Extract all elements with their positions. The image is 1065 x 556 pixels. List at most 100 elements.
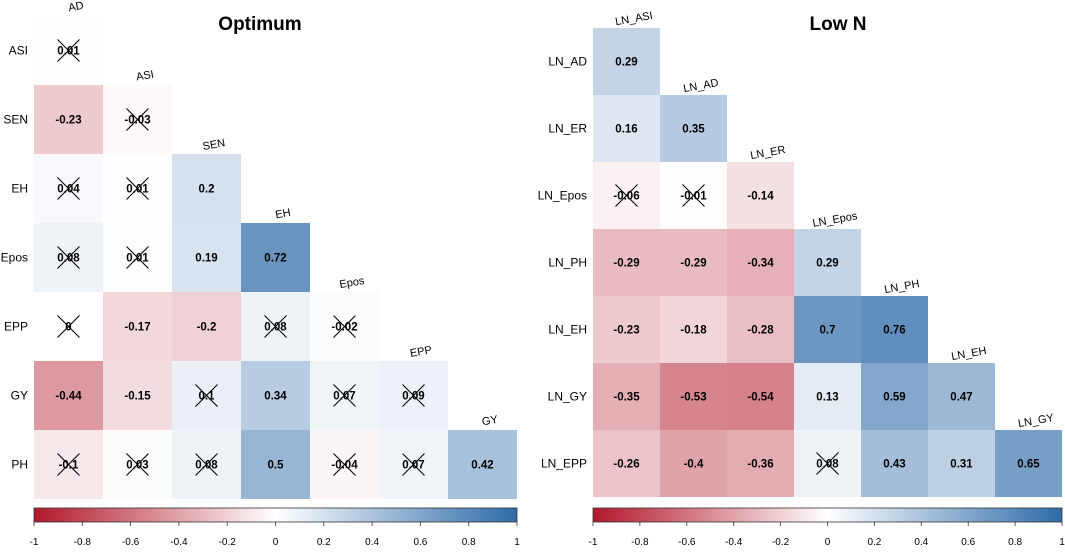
chart-title: Low N (810, 14, 867, 35)
column-label: AD (67, 0, 84, 14)
colorbar-tick-label: -0.4 (170, 537, 188, 548)
chart-title: Optimum (218, 14, 301, 35)
non-significant-cross-icon (126, 177, 149, 200)
colorbar-tick-label: 0.8 (1008, 537, 1022, 548)
heatmap-cell (928, 430, 995, 497)
non-significant-cross-icon (126, 246, 149, 269)
row-label: PH (11, 458, 28, 472)
heatmap-cell (34, 85, 103, 154)
row-label: Epos (1, 251, 28, 265)
cell-value-label: 0.65 (1017, 459, 1040, 471)
cell-value-label: -0.53 (680, 392, 706, 404)
heatmap-cell (660, 296, 727, 363)
heatmap-cell (172, 223, 241, 292)
non-significant-cross-icon (57, 39, 80, 62)
column-label: LN_PH (883, 278, 920, 296)
non-significant-cross-icon (195, 384, 218, 407)
cell-value-label: 0.72 (264, 253, 286, 265)
non-significant-cross-icon (126, 108, 149, 131)
cell-value-label: -0.2 (197, 322, 217, 334)
heatmap-cell (727, 363, 794, 430)
cell-value-label: 0.5 (268, 460, 285, 472)
cell-value-label: -0.44 (55, 391, 82, 403)
cell-value-label: 0.16 (615, 124, 637, 136)
cell-value-label: 0.13 (816, 392, 838, 404)
heatmap-cell (34, 361, 103, 430)
column-label: EPP (409, 344, 433, 360)
non-significant-cross-icon (333, 315, 356, 338)
colorbar-tick-label: -1 (589, 537, 598, 548)
heatmap-cell (794, 363, 861, 430)
colorbar-tick-label: -0.2 (772, 537, 790, 548)
row-label: LN_EPP (541, 457, 587, 471)
cell-value-label: 0.7 (820, 325, 836, 337)
column-label: SEN (202, 137, 226, 153)
heatmap-cell (103, 361, 172, 430)
cell-value-label: 0.29 (816, 258, 838, 270)
colorbar-tick-label: -0.6 (122, 537, 140, 548)
cell-value-label: 0.09 (402, 391, 424, 403)
heatmap-cell (861, 430, 928, 497)
column-label: LN_AD (682, 77, 719, 95)
row-label: LN_EH (548, 323, 587, 337)
heatmap-cell (928, 363, 995, 430)
row-label: LN_PH (548, 256, 587, 270)
cell-value-label: -0.15 (124, 391, 151, 403)
row-label: LN_Epos (538, 189, 587, 203)
non-significant-cross-icon (615, 184, 638, 207)
heatmap-cell (727, 430, 794, 497)
column-label: ASI (135, 69, 155, 84)
colorbar-tick-label: 0 (825, 537, 831, 548)
colorbar-tick-label: 0 (273, 537, 279, 548)
cell-value-label: -0.35 (613, 392, 640, 404)
heatmap-cell (727, 229, 794, 296)
cell-value-label: -0.18 (680, 325, 707, 337)
row-label: SEN (3, 113, 28, 127)
heatmap-cell (995, 430, 1062, 497)
row-label: LN_GY (548, 390, 587, 404)
heatmap-cell (660, 229, 727, 296)
column-label: LN_GY (1017, 412, 1055, 430)
cell-value-label: -0.06 (613, 191, 639, 203)
heatmap-cell (593, 430, 660, 497)
non-significant-cross-icon (57, 177, 80, 200)
colorbar-tick-label: 0.8 (462, 537, 476, 548)
cell-value-label: -0.54 (747, 392, 774, 404)
heatmap-cell (172, 292, 241, 361)
colorbar-tick-label: -0.6 (678, 537, 696, 548)
cell-value-label: -0.29 (613, 258, 639, 270)
heatmap-cell (103, 292, 172, 361)
row-label: EPP (4, 320, 28, 334)
heatmap-cell (794, 296, 861, 363)
non-significant-cross-icon (126, 453, 149, 476)
colorbar-tick-label: 0.4 (914, 537, 928, 548)
colorbar-tick-label: -0.2 (219, 537, 237, 548)
cell-value-label: -0.29 (680, 258, 706, 270)
heatmap-cell (861, 296, 928, 363)
colorbar-tick-label: 0.4 (365, 537, 379, 548)
cell-value-label: 0.03 (126, 460, 148, 472)
heatmap-cell (593, 229, 660, 296)
heatmap-cell (861, 363, 928, 430)
colorbar-tick-label: 1 (514, 537, 520, 548)
heatmap-cell (660, 430, 727, 497)
cell-value-label: 0.35 (682, 124, 705, 136)
heatmap-cell (448, 430, 517, 499)
non-significant-cross-icon (195, 453, 218, 476)
cell-value-label: 0.07 (333, 391, 355, 403)
colorbar-tick-label: 1 (1059, 537, 1065, 548)
cell-value-label: 0.47 (950, 392, 972, 404)
cell-value-label: -0.03 (124, 115, 150, 127)
cell-value-label: -0.23 (55, 115, 81, 127)
row-label: LN_AD (548, 55, 587, 69)
cell-value-label: 0.2 (199, 184, 215, 196)
non-significant-cross-icon (264, 315, 287, 338)
non-significant-cross-icon (57, 453, 80, 476)
non-significant-cross-icon (333, 384, 356, 407)
column-label: LN_EH (950, 345, 987, 363)
column-label: LN_ER (749, 144, 786, 162)
cell-value-label: -0.17 (124, 322, 150, 334)
